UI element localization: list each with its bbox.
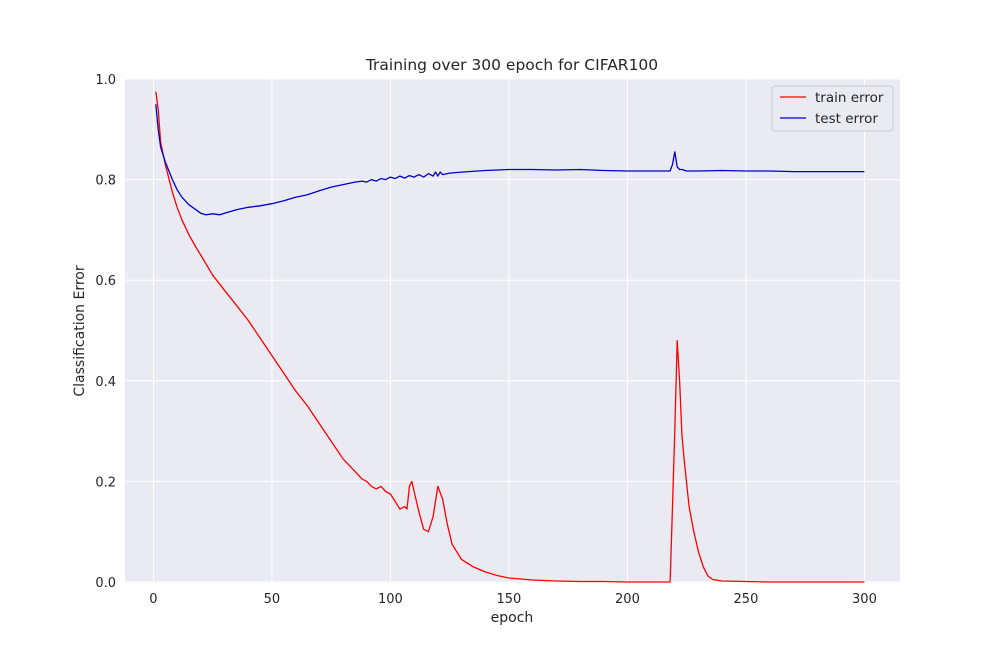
x-tick-label: 150	[497, 592, 522, 607]
y-axis-label: Classification Error	[72, 265, 88, 396]
y-tick-label: 0.8	[95, 174, 116, 189]
y-tick-label: 0.6	[95, 274, 116, 289]
series-line-train-error	[155, 91, 865, 583]
grid-lines	[125, 78, 900, 583]
y-tick-label: 0.4	[95, 375, 116, 390]
x-tick-label: 300	[852, 592, 877, 607]
y-tick-labels: 0.0 0.2 0.4 0.6 0.8 1.0	[95, 73, 116, 591]
x-tick-label: 200	[615, 592, 640, 607]
y-tick-label: 1.0	[95, 73, 116, 88]
x-tick-label: 0	[149, 592, 157, 607]
plot-area	[125, 79, 900, 582]
x-tick-label: 250	[734, 592, 759, 607]
legend-label-test-error: test error	[815, 111, 878, 127]
x-tick-label: 50	[264, 592, 281, 607]
y-tick-label: 0.2	[95, 475, 116, 490]
chart-title: Training over 300 epoch for CIFAR100	[365, 56, 658, 74]
x-tick-label: 100	[378, 592, 403, 607]
series-lines	[155, 91, 865, 583]
y-tick-label: 0.0	[95, 576, 116, 591]
x-tick-labels: 0 50 100 150 200 250 300	[149, 592, 877, 607]
legend-label-train-error: train error	[815, 90, 884, 106]
x-axis-label: epoch	[491, 610, 534, 626]
legend: train error test error	[771, 85, 894, 132]
series-line-test-error	[155, 104, 865, 216]
